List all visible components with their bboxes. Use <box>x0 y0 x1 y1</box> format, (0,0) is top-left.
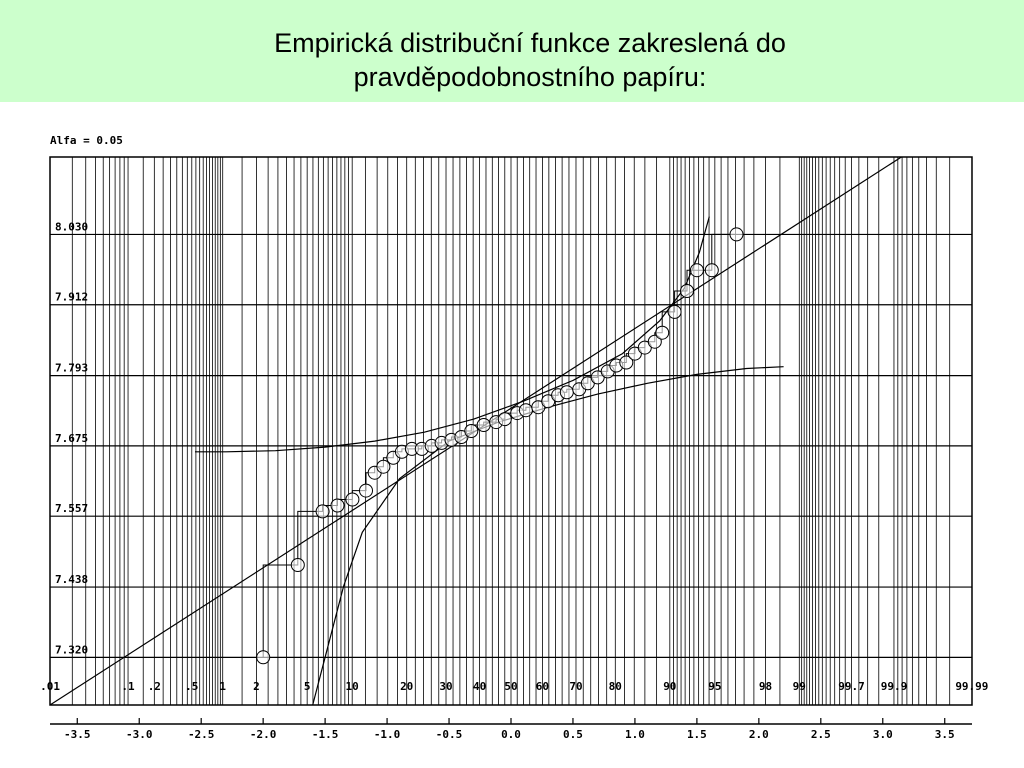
y-tick-labels: 7.320 7.438 7.557 7.675 7.793 7.912 8.030 <box>55 220 88 656</box>
data-point <box>655 325 670 340</box>
slide-title-line-2: pravděpodobnostního papíru: <box>353 62 707 92</box>
y-tick-label: 7.320 <box>55 643 88 656</box>
x-percent-tick-label: 10 <box>346 680 359 693</box>
data-point <box>689 263 704 278</box>
data-point <box>345 492 360 507</box>
x-percent-tick-label: 99.7 <box>838 680 865 693</box>
data-point <box>729 227 744 242</box>
y-tick-label: 7.438 <box>55 573 88 586</box>
x-percent-tick-label: 99 <box>793 680 806 693</box>
plot-frame <box>49 156 973 706</box>
x-percent-tick-label: 60 <box>536 680 549 693</box>
x-percent-tick-label: 2 <box>253 680 260 693</box>
data-point <box>476 418 491 432</box>
x-z-tick-label: 3.5 <box>935 728 955 741</box>
data-point <box>518 403 533 418</box>
x-percent-tick-label: 1 <box>219 680 226 693</box>
data-point <box>680 284 694 298</box>
x-z-tick-label: -3.0 <box>126 728 153 741</box>
data-point <box>647 334 662 349</box>
data-point <box>290 558 305 572</box>
vertical-gridlines <box>49 157 973 705</box>
y-tick-label: 7.912 <box>55 291 88 304</box>
x-percent-tick-labels: .01 .1 .2 .5 1 2 5 10 20 30 40 50 60 70 80 90 95 98 99 99.7… <box>40 680 988 693</box>
x-percent-tick-label: 50 <box>504 680 517 693</box>
data-point <box>619 355 634 370</box>
x-z-tick-label: 2.0 <box>749 728 769 741</box>
data-point <box>464 424 479 438</box>
x-percent-tick-label: .5 <box>185 680 198 693</box>
x-z-tick-label: 2.5 <box>811 728 831 741</box>
slide-title-line-1: Empirická distribuční funkce zakreslená … <box>274 28 786 58</box>
x-z-tick-label: -1.0 <box>374 728 401 741</box>
x-z-tick-label: 3.0 <box>873 728 893 741</box>
data-point <box>667 304 682 319</box>
x-z-tick-label: 0.0 <box>501 728 521 741</box>
data-point <box>704 263 719 278</box>
x-z-tick-label: -0.5 <box>436 728 463 741</box>
x-percent-tick-label: 5 <box>304 680 311 693</box>
upper-confidence-curve <box>195 216 710 453</box>
x-z-tick-label: -1.5 <box>312 728 339 741</box>
y-tick-label: 8.030 <box>55 220 88 233</box>
x-percent-tick-label: 95 <box>708 680 721 693</box>
horizontal-gridlines <box>50 233 972 658</box>
x-percent-tick-label: 99.99 <box>955 680 988 693</box>
x-z-tick-label: -2.0 <box>250 728 277 741</box>
x-percent-tick-label: 80 <box>609 680 622 693</box>
x-percent-tick-label: .01 <box>40 680 60 693</box>
x-percent-tick-label: 40 <box>473 680 486 693</box>
probability-paper-chart: 7.320 7.438 7.557 7.675 7.793 7.912 8.030 .01.… <box>40 134 988 741</box>
x-z-tick-label: 1.0 <box>625 728 645 741</box>
x-z-tick-labels: -3.5 -3.0 -2.5 -2.0 -1.5 -1.0 -0.5 0.0 0.5 1.0 1.5… <box>64 718 955 741</box>
x-z-tick-label: 0.5 <box>563 728 583 741</box>
x-percent-tick-label: 20 <box>400 680 413 693</box>
x-z-tick-label: 1.5 <box>687 728 707 741</box>
lower-confidence-curve <box>312 366 784 706</box>
data-point <box>359 483 373 498</box>
title-band <box>0 0 1024 102</box>
data-point <box>330 498 345 513</box>
data-point <box>376 459 391 474</box>
slide-title: Empirická distribuční funkce zakreslená … <box>120 26 940 94</box>
y-tick-label: 7.675 <box>55 432 88 445</box>
data-point <box>559 385 574 400</box>
x-percent-tick-label: 30 <box>439 680 452 693</box>
x-percent-tick-label: 99.9 <box>881 680 908 693</box>
x-z-tick-label: -3.5 <box>64 728 91 741</box>
data-points <box>256 227 744 665</box>
x-percent-tick-label: .2 <box>148 680 161 693</box>
x-z-tick-label: -2.5 <box>188 728 215 741</box>
data-point <box>256 650 271 665</box>
x-percent-tick-label: 70 <box>569 680 582 693</box>
x-percent-tick-label: .1 <box>121 680 135 693</box>
x-percent-tick-label: 98 <box>759 680 772 693</box>
chart-title: Alfa = 0.05 <box>50 134 123 147</box>
data-point <box>497 412 512 427</box>
x-percent-tick-label: 90 <box>663 680 676 693</box>
y-tick-label: 7.793 <box>55 362 88 375</box>
y-tick-label: 7.557 <box>55 502 88 515</box>
data-point <box>315 504 330 519</box>
